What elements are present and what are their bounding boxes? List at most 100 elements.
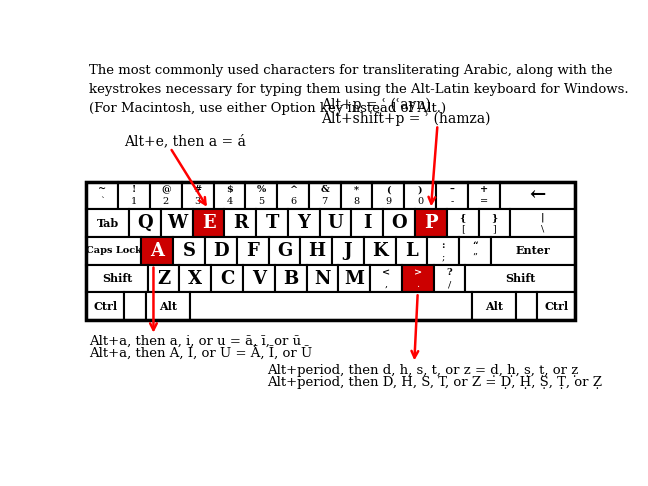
Bar bbox=[181, 181, 214, 209]
Bar bbox=[468, 181, 500, 209]
Text: {: { bbox=[459, 213, 466, 222]
Text: I: I bbox=[363, 214, 371, 232]
Text: L: L bbox=[405, 242, 418, 260]
Text: ]: ] bbox=[492, 225, 496, 234]
Bar bbox=[288, 209, 319, 237]
Text: ?: ? bbox=[446, 268, 452, 278]
Text: B: B bbox=[283, 270, 298, 288]
Bar bbox=[224, 209, 256, 237]
Text: =: = bbox=[480, 197, 488, 206]
Text: Alt+period, then d, h, s, t, or z = ḍ, ḥ, ṣ, ṭ, or ẓ: Alt+period, then d, h, s, t, or z = ḍ, ḥ… bbox=[267, 364, 578, 378]
Text: <: < bbox=[382, 268, 390, 278]
Text: [: [ bbox=[461, 225, 465, 234]
Bar bbox=[86, 265, 148, 293]
Text: J: J bbox=[343, 242, 353, 260]
Text: Alt+shift+p = ʾ (hamza): Alt+shift+p = ʾ (hamza) bbox=[321, 112, 491, 126]
Bar bbox=[516, 293, 537, 320]
Text: `: ` bbox=[100, 197, 105, 206]
Text: N: N bbox=[314, 270, 330, 288]
Bar bbox=[396, 237, 428, 265]
Text: %: % bbox=[257, 185, 266, 194]
Text: :: : bbox=[441, 241, 445, 250]
Bar bbox=[370, 265, 402, 293]
Text: 1: 1 bbox=[131, 197, 137, 206]
Text: 7: 7 bbox=[321, 197, 328, 206]
Text: ,: , bbox=[384, 280, 388, 289]
Bar bbox=[243, 265, 275, 293]
Bar bbox=[500, 181, 575, 209]
Text: >: > bbox=[413, 268, 422, 278]
Bar bbox=[86, 237, 141, 265]
Bar bbox=[275, 265, 307, 293]
Bar bbox=[173, 237, 205, 265]
Text: 4: 4 bbox=[226, 197, 233, 206]
Bar bbox=[307, 265, 338, 293]
Text: F: F bbox=[246, 242, 259, 260]
Bar bbox=[191, 293, 472, 320]
Text: }: } bbox=[491, 213, 498, 222]
Bar bbox=[300, 237, 332, 265]
Text: W: W bbox=[167, 214, 187, 232]
Text: |: | bbox=[541, 213, 545, 222]
Text: Caps Lock: Caps Lock bbox=[86, 246, 142, 255]
Bar bbox=[511, 209, 575, 237]
Bar bbox=[86, 293, 124, 320]
Bar bbox=[277, 181, 309, 209]
Bar bbox=[146, 293, 191, 320]
Bar bbox=[434, 265, 465, 293]
Text: “: “ bbox=[472, 241, 478, 250]
Bar bbox=[246, 181, 277, 209]
Text: $: $ bbox=[226, 185, 233, 194]
Bar bbox=[415, 209, 447, 237]
Bar bbox=[237, 237, 268, 265]
Bar bbox=[86, 181, 575, 320]
Text: @: @ bbox=[161, 185, 170, 194]
Bar bbox=[148, 265, 179, 293]
Bar bbox=[192, 209, 224, 237]
Text: A: A bbox=[150, 242, 165, 260]
Text: The most commonly used characters for transliterating Arabic, along with the
key: The most commonly used characters for tr… bbox=[89, 65, 629, 116]
Text: C: C bbox=[220, 270, 235, 288]
Bar bbox=[256, 209, 288, 237]
Text: /: / bbox=[448, 280, 451, 289]
Bar bbox=[447, 209, 479, 237]
Bar bbox=[161, 209, 192, 237]
Text: Y: Y bbox=[297, 214, 310, 232]
Bar bbox=[129, 209, 161, 237]
Text: P: P bbox=[424, 214, 438, 232]
Bar bbox=[86, 181, 118, 209]
Bar bbox=[341, 181, 373, 209]
Text: Q: Q bbox=[137, 214, 153, 232]
Text: ^: ^ bbox=[289, 185, 297, 194]
Text: Alt+p = ʿ (ʿayn): Alt+p = ʿ (ʿayn) bbox=[321, 98, 431, 112]
Text: Alt+e, then a = á: Alt+e, then a = á bbox=[124, 135, 246, 149]
Text: Alt+period, then D, H, S, T, or Z = Ḍ, Ḥ, Ṣ, Ṭ, or Ẓ: Alt+period, then D, H, S, T, or Z = Ḍ, Ḥ… bbox=[267, 376, 602, 389]
Bar bbox=[86, 209, 129, 237]
Text: 2: 2 bbox=[163, 197, 169, 206]
Text: Z: Z bbox=[157, 270, 170, 288]
Bar bbox=[472, 293, 516, 320]
Text: Enter: Enter bbox=[516, 245, 551, 256]
Bar bbox=[436, 181, 468, 209]
Bar bbox=[150, 181, 181, 209]
Text: ~: ~ bbox=[98, 185, 106, 194]
Text: M: M bbox=[344, 270, 364, 288]
Text: –: – bbox=[450, 185, 454, 194]
Bar bbox=[141, 237, 173, 265]
Text: Alt+a, then a, i, or u = ā, ī, or ū: Alt+a, then a, i, or u = ā, ī, or ū bbox=[89, 335, 301, 348]
Text: &: & bbox=[320, 185, 329, 194]
Bar bbox=[268, 237, 300, 265]
Bar bbox=[124, 293, 146, 320]
Bar bbox=[179, 265, 211, 293]
Text: V: V bbox=[252, 270, 266, 288]
Bar bbox=[404, 181, 436, 209]
Bar bbox=[428, 237, 459, 265]
Bar bbox=[205, 237, 237, 265]
Bar bbox=[309, 181, 341, 209]
Text: -: - bbox=[450, 197, 454, 206]
Text: 3: 3 bbox=[194, 197, 201, 206]
Bar bbox=[459, 237, 491, 265]
Bar bbox=[211, 265, 243, 293]
Text: (: ( bbox=[386, 185, 391, 194]
Bar bbox=[338, 265, 370, 293]
